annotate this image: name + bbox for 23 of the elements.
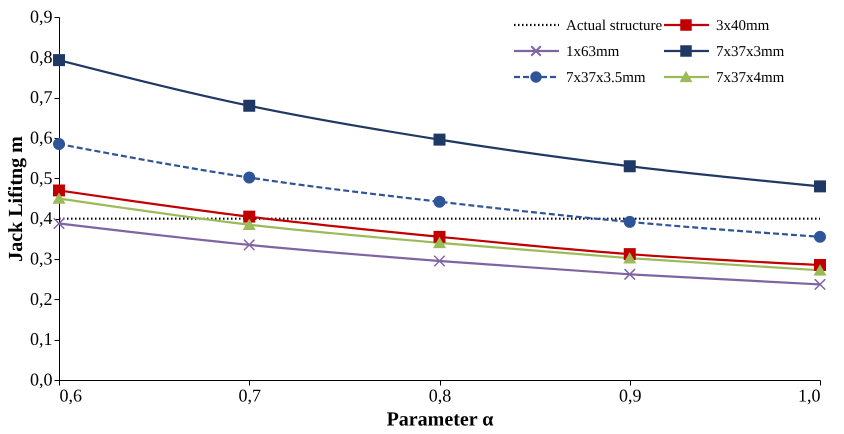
- y-tick-label: 0,8: [30, 46, 52, 67]
- y-tick-label: 0,3: [30, 248, 52, 268]
- y-tick-label: 0,6: [30, 128, 52, 148]
- legend-label: 7x37x3.5mm: [566, 70, 646, 86]
- x-tick-label: 0,9: [619, 386, 642, 406]
- y-tick-label: 0,7: [30, 87, 52, 108]
- x-axis-title: Parameter α: [386, 408, 494, 430]
- x-tick-label: 1,0: [798, 386, 820, 406]
- x-tick-label: 0,8: [428, 386, 452, 406]
- y-tick-label: 0,2: [30, 288, 52, 309]
- legend-label: Actual structure: [566, 18, 663, 34]
- x-tick-label: 0,6: [60, 386, 82, 406]
- y-tick-label: 0,0: [30, 370, 52, 390]
- y-tick-label: 0,4: [30, 208, 52, 228]
- y-axis-title: Jack Lifitng m: [5, 136, 27, 262]
- y-tick-label: 0,5: [30, 168, 52, 188]
- x-tick-label: 0,7: [238, 386, 261, 406]
- y-tick-label: 0,9: [30, 6, 52, 26]
- legend-label: 7x37x4mm: [716, 70, 785, 86]
- y-tick-label: 0,1: [30, 329, 52, 350]
- legend-label: 1x63mm: [566, 44, 620, 60]
- legend-label: 7x37x3mm: [716, 44, 785, 60]
- legend-label: 3x40mm: [716, 18, 770, 34]
